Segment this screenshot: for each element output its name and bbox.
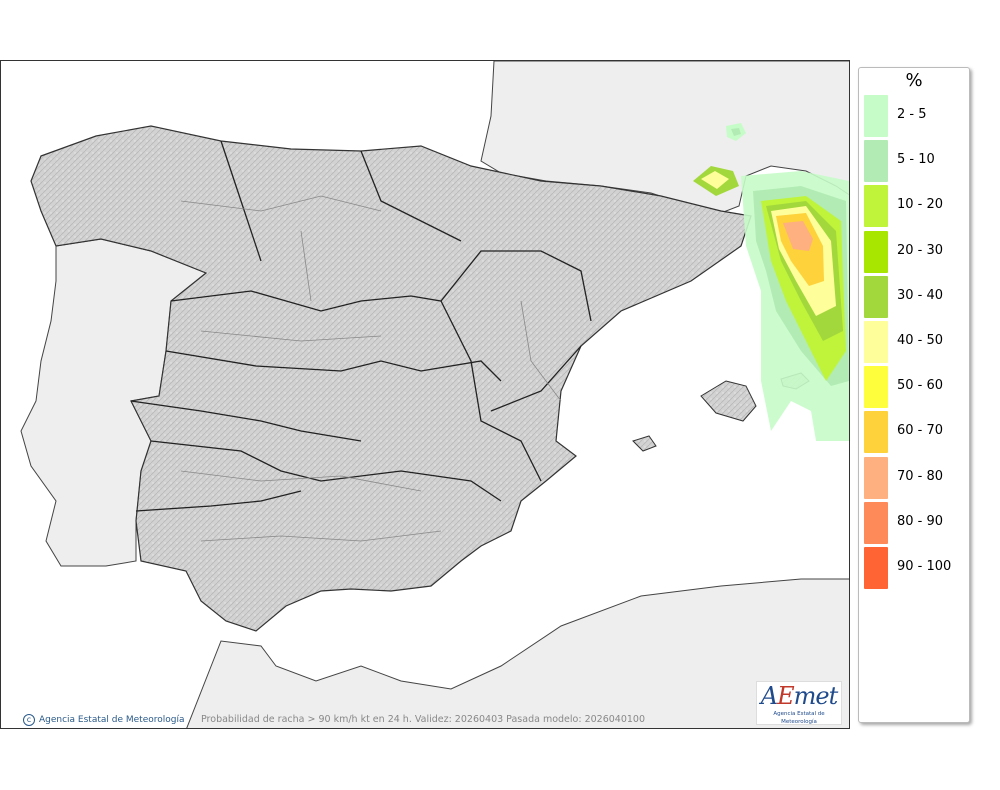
legend-label: 40 - 50 xyxy=(897,333,944,348)
legend-label: 5 - 10 xyxy=(897,152,935,168)
aemet-logo-subtitle: Agencia Estatal de Meteorología xyxy=(773,711,825,725)
legend-item: 20 - 30 xyxy=(864,230,964,273)
map-caption: Probabilidad de racha > 90 km/h kt en 24… xyxy=(201,714,646,725)
legend-item: 2 - 5 xyxy=(864,95,964,137)
legend-swatch xyxy=(864,411,888,454)
probability-field xyxy=(693,123,849,441)
legend-label: 2 - 5 xyxy=(897,107,927,122)
legend-swatch xyxy=(864,456,888,499)
legend-item: 80 - 90 xyxy=(864,501,964,544)
copyright-icon: c xyxy=(23,714,35,726)
legend-swatch xyxy=(864,275,888,318)
legend-item: 60 - 70 xyxy=(864,411,964,454)
legend-swatch xyxy=(864,185,888,228)
legend: % 2 - 5 5 - 10 10 - 20 20 - 30 30 - 40 40 - 5… xyxy=(858,67,970,723)
legend-swatch xyxy=(864,501,888,544)
legend-item: 5 - 10 xyxy=(864,140,964,183)
legend-swatch xyxy=(864,95,888,137)
legend-swatch xyxy=(864,140,888,183)
legend-label: 50 - 60 xyxy=(897,378,944,394)
legend-swatch xyxy=(864,321,888,363)
map-canvas xyxy=(1,61,849,728)
africa-land xyxy=(186,578,849,728)
legend-item: 30 - 40 xyxy=(864,275,964,318)
mallorca xyxy=(700,380,757,422)
legend-label: 90 - 100 xyxy=(897,559,952,574)
province-borders xyxy=(180,195,562,542)
map-frame: c Agencia Estatal de Meteorología Probab… xyxy=(0,60,850,729)
aemet-logo: AEmet Agencia Estatal de Meteorología xyxy=(756,681,842,725)
legend-label: 60 - 70 xyxy=(897,423,944,439)
legend-unit: % xyxy=(905,70,923,91)
legend-item: 90 - 100 xyxy=(864,547,964,589)
legend-swatch xyxy=(864,230,888,273)
legend-label: 10 - 20 xyxy=(897,197,944,213)
ibiza xyxy=(632,435,657,452)
legend-item: 40 - 50 xyxy=(864,321,964,363)
aemet-logo-mark: AEmet xyxy=(760,682,838,710)
legend-swatch xyxy=(864,366,888,409)
legend-item: 50 - 60 xyxy=(864,366,964,409)
legend-label: 30 - 40 xyxy=(897,287,944,303)
legend-item: 70 - 80 xyxy=(864,456,964,499)
credit-text: Agencia Estatal de Meteorología xyxy=(39,715,185,725)
credit: c Agencia Estatal de Meteorología xyxy=(23,714,185,726)
legend-label: 20 - 30 xyxy=(897,242,944,258)
legend-item: 10 - 20 xyxy=(864,185,964,228)
region-borders xyxy=(130,140,592,512)
legend-label: 70 - 80 xyxy=(897,468,944,484)
legend-label: 80 - 90 xyxy=(897,513,944,529)
legend-swatch xyxy=(864,547,888,589)
